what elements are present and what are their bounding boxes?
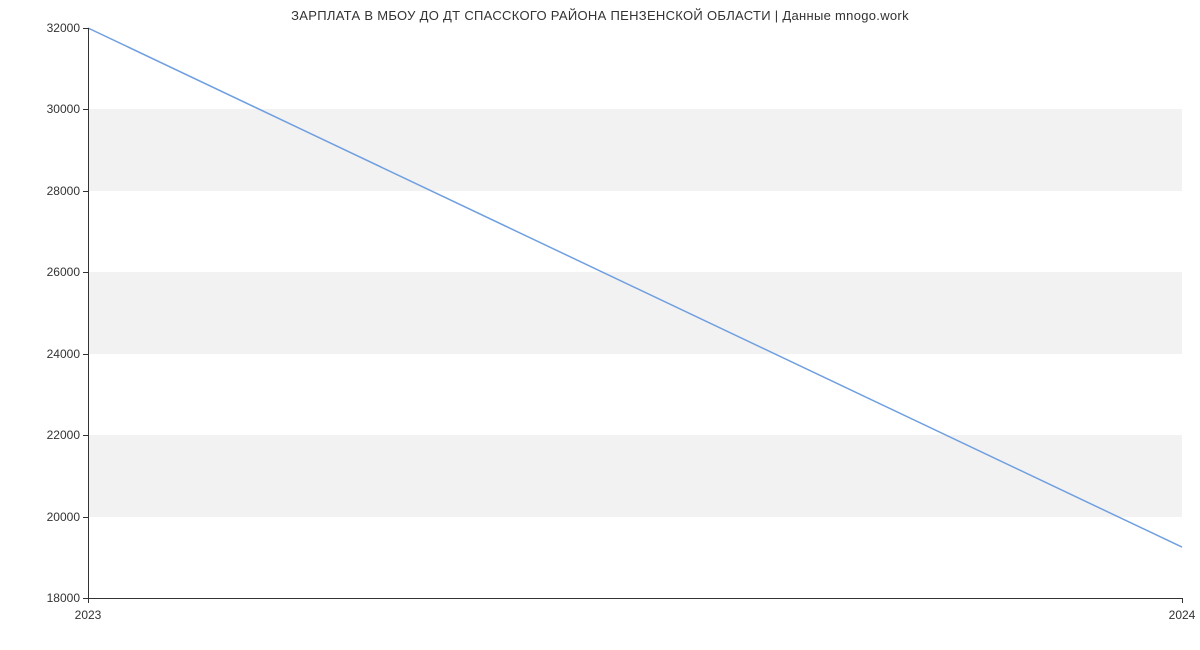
x-tick-mark bbox=[1182, 598, 1183, 603]
y-tick-mark bbox=[83, 109, 88, 110]
x-tick-label: 2024 bbox=[1169, 608, 1196, 622]
y-tick-label: 28000 bbox=[47, 184, 80, 198]
plot-area: 1800020000220002400026000280003000032000… bbox=[88, 28, 1182, 598]
y-tick-mark bbox=[83, 28, 88, 29]
y-tick-mark bbox=[83, 354, 88, 355]
y-axis-line bbox=[88, 28, 89, 598]
x-axis-line bbox=[88, 598, 1182, 599]
y-tick-mark bbox=[83, 191, 88, 192]
x-tick-mark bbox=[88, 598, 89, 603]
y-tick-label: 22000 bbox=[47, 428, 80, 442]
y-tick-mark bbox=[83, 435, 88, 436]
line-layer bbox=[88, 28, 1182, 598]
y-tick-label: 20000 bbox=[47, 510, 80, 524]
y-tick-label: 18000 bbox=[47, 591, 80, 605]
salary-line-chart: ЗАРПЛАТА В МБОУ ДО ДТ СПАССКОГО РАЙОНА П… bbox=[0, 0, 1200, 650]
y-tick-mark bbox=[83, 272, 88, 273]
x-tick-label: 2023 bbox=[75, 608, 102, 622]
chart-title: ЗАРПЛАТА В МБОУ ДО ДТ СПАССКОГО РАЙОНА П… bbox=[0, 8, 1200, 23]
y-tick-label: 24000 bbox=[47, 347, 80, 361]
y-tick-label: 30000 bbox=[47, 102, 80, 116]
series-salary bbox=[88, 28, 1182, 547]
y-tick-label: 26000 bbox=[47, 265, 80, 279]
y-tick-label: 32000 bbox=[47, 21, 80, 35]
y-tick-mark bbox=[83, 517, 88, 518]
